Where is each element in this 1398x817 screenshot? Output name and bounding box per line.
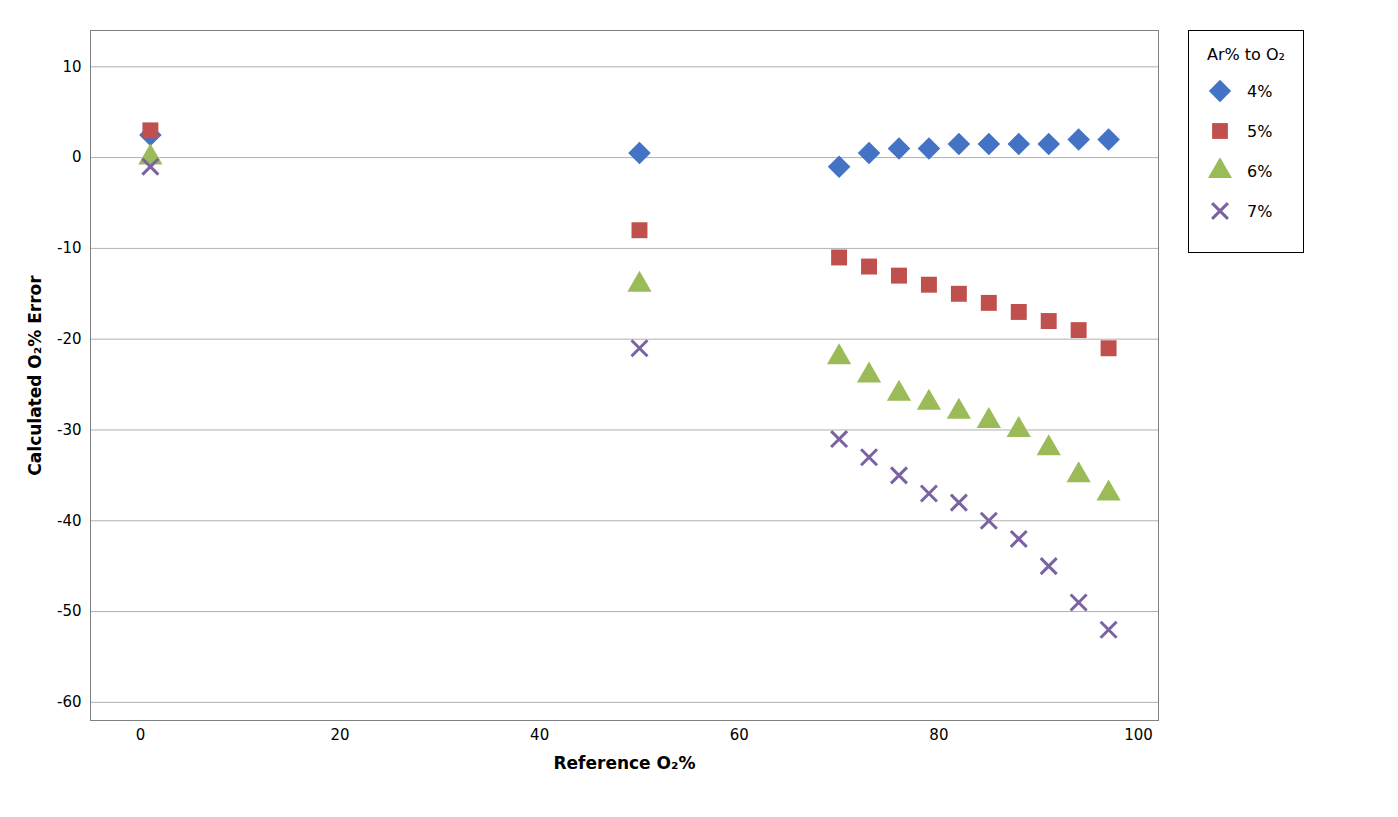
svg-text:40: 40	[530, 726, 549, 744]
html-text:6%: 6%	[1247, 161, 1273, 181]
svg-text:0: 0	[72, 148, 82, 166]
svg-text:100: 100	[1124, 726, 1153, 744]
svg-text:-20: -20	[57, 330, 82, 348]
svg-text:10: 10	[62, 58, 81, 76]
svg-text:20: 20	[330, 726, 349, 744]
svg-text:0: 0	[136, 726, 146, 744]
svg-text:-40: -40	[57, 512, 82, 530]
svg-text:-30: -30	[57, 421, 82, 439]
svg-text:-60: -60	[57, 693, 82, 711]
html-text:5%: 5%	[1247, 121, 1273, 141]
svg-text:Reference O₂%: Reference O₂%	[553, 753, 695, 773]
svg-text:-10: -10	[57, 239, 82, 257]
html-text:Ar% to O₂: Ar% to O₂	[1207, 45, 1285, 64]
html-text:4%: 4%	[1247, 81, 1273, 101]
html-text:7%: 7%	[1247, 201, 1273, 221]
svg-text:60: 60	[730, 726, 749, 744]
svg-text:Calculated O₂% Error: Calculated O₂% Error	[25, 275, 45, 476]
svg-text:80: 80	[929, 726, 948, 744]
svg-text:-50: -50	[57, 602, 82, 620]
